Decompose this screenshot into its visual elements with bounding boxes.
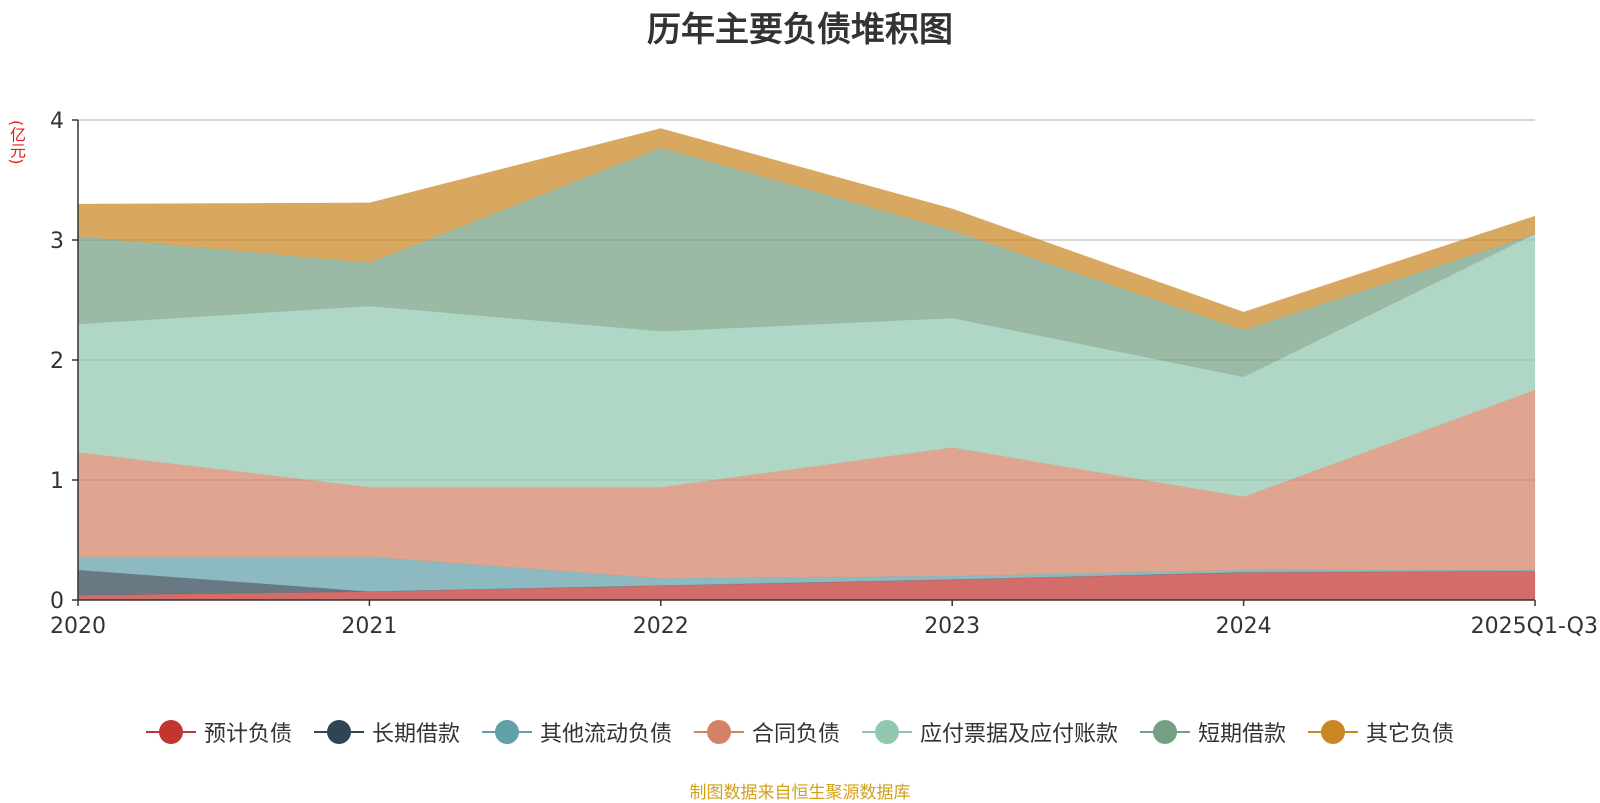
x-tick-label: 2023 [924,614,980,639]
area-series-6[interactable] [77,128,1536,331]
legend-marker-icon [1308,719,1359,745]
legend-item-6[interactable]: 其它负债 [1308,716,1454,748]
y-tick-label: 2 [50,349,64,374]
y-tick-label: 1 [50,469,64,494]
legend-item-2[interactable]: 其他流动负债 [481,716,672,748]
area-series-5[interactable] [77,147,1536,378]
chart-title: 历年主要负债堆积图 [647,10,953,50]
legend-dot [1153,720,1178,744]
legend-label: 短期借款 [1198,722,1287,747]
stacked-area-chart: 0 1 2 3 4 2020 2021 2022 2023 2024 2025Q1-Q3 [50,109,1598,639]
legend-dot [875,720,899,744]
legend-item-0[interactable]: 预计负债 [145,716,292,748]
x-tick-label: 2024 [1216,614,1272,639]
legend: 预计负债 长期借款 其他流动负债 合同负债 应付票据及应付账款 短期借款 其它负债 [0,716,1600,748]
legend-marker-icon [145,719,196,745]
x-tick-label: 2022 [633,614,689,639]
legend-dot [158,720,183,744]
legend-label: 合同负债 [751,722,840,747]
legend-dot [706,720,731,744]
legend-dot [494,720,519,744]
x-tick-label: 2021 [341,614,397,639]
y-tick-label: 0 [50,589,64,614]
legend-marker-icon [693,719,744,745]
legend-label: 长期借款 [371,722,460,747]
legend-item-3[interactable]: 合同负债 [693,716,840,748]
y-axis-unit-label: (亿元) [7,120,26,165]
x-tick-label: 2020 [50,614,106,639]
legend-item-1[interactable]: 长期借款 [313,716,460,748]
x-tick-label: 2025Q1-Q3 [1471,614,1598,639]
legend-item-5[interactable]: 短期借款 [1140,716,1286,748]
legend-marker-icon [1140,719,1191,745]
legend-label: 其它负债 [1366,722,1455,747]
y-tick-label: 3 [50,229,64,254]
legend-marker-icon [313,719,364,745]
legend-label: 预计负债 [203,722,292,747]
legend-marker-icon [481,719,532,745]
axes: 0 1 2 3 4 2020 2021 2022 2023 2024 2025Q1-Q3 [50,109,1598,639]
legend-dot [326,720,351,744]
legend-label: 其他流动负债 [539,722,672,747]
legend-label: 应付票据及应付账款 [920,722,1119,747]
legend-item-4[interactable]: 应付票据及应付账款 [862,716,1118,748]
legend-dot [1321,720,1346,744]
y-tick-label: 4 [50,109,64,134]
area-series [77,128,1536,601]
source-note: 制图数据来自恒生聚源数据库 [689,783,911,803]
legend-marker-icon [862,719,912,745]
